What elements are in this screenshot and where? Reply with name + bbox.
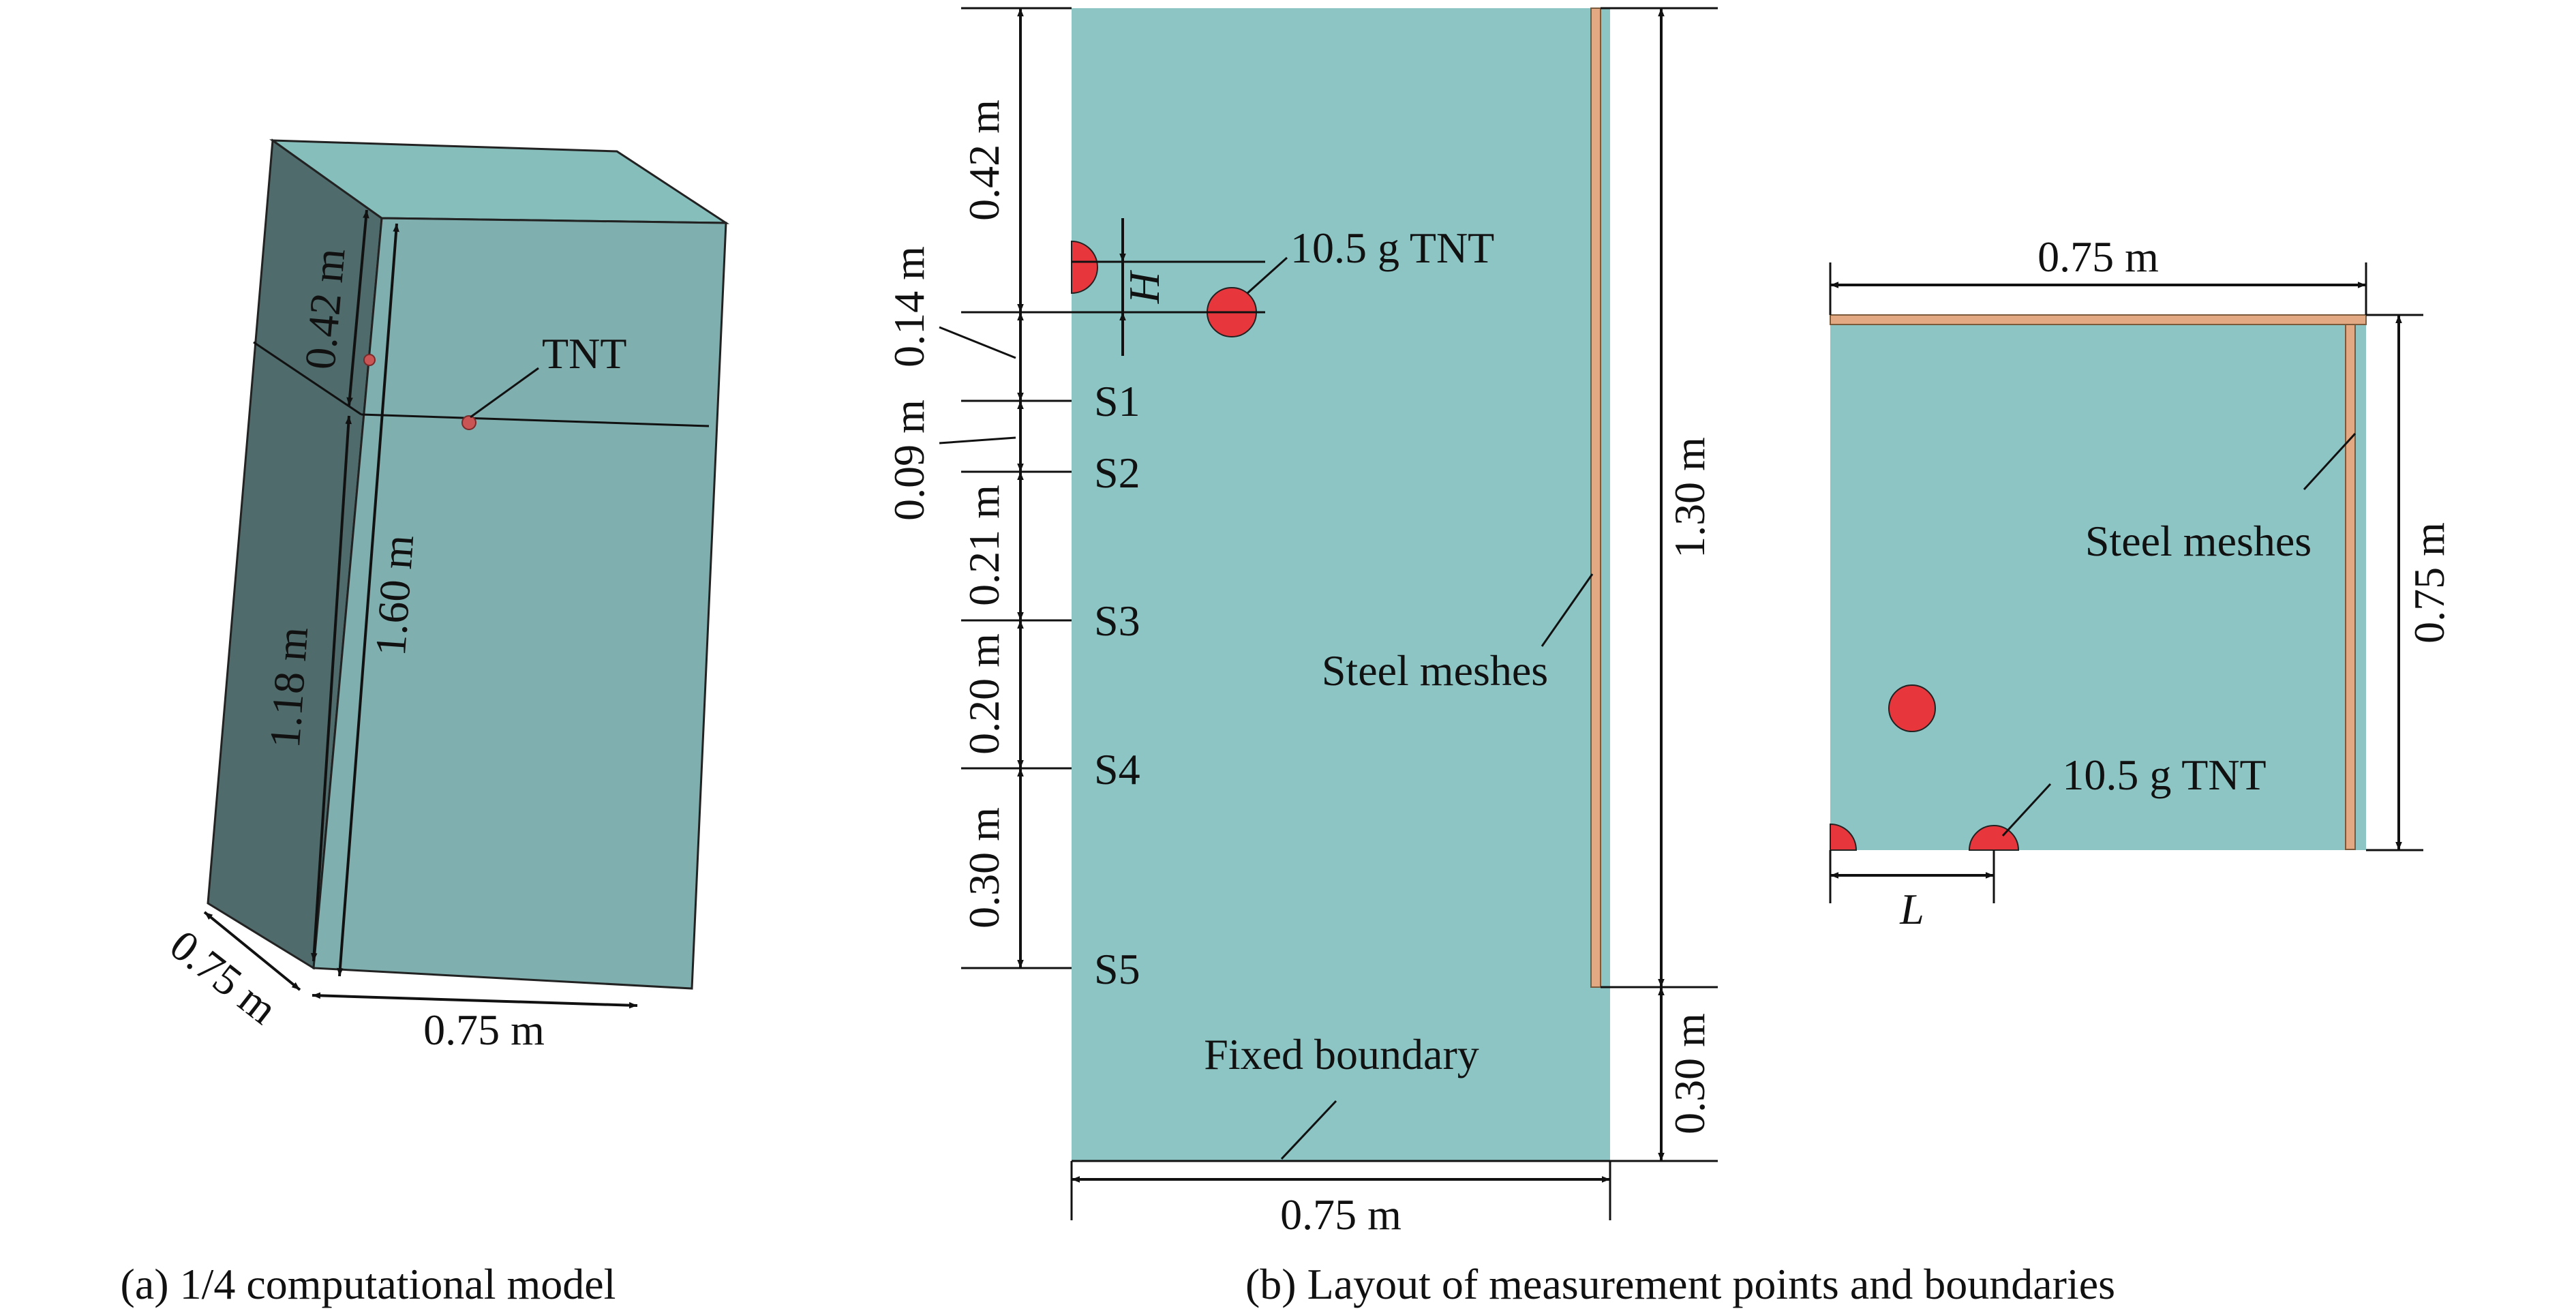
dim-s2-leader [939,436,1016,444]
steel-mesh-top-horizontal [1830,314,2367,325]
tnt-label: TNT [542,329,626,378]
depth-symbol: H [1120,269,1168,304]
steel-mesh-top-vertical [2345,324,2356,850]
point-s5: S5 [1094,945,1140,993]
charge-leader [1246,256,1288,295]
mesh-leader-top [2303,432,2357,491]
point-s3: S3 [1094,597,1140,645]
tnt-charge-marker [363,354,376,366]
point-s1: S1 [1094,377,1140,425]
top-height-label: 0.75 m [2405,522,2453,644]
point-s4: S4 [1094,745,1140,794]
tnt-charge-top [1888,684,1936,732]
tnt-charge-marker [461,415,476,430]
top-width-label: 0.75 m [2037,232,2159,281]
charge-label-top: 10.5 g TNT [2062,751,2266,799]
tnt-leader-line [470,367,539,419]
point-s2: S2 [1094,449,1140,497]
total-height-label: 1.60 m [366,533,423,657]
steel-mesh-front [1590,7,1601,988]
dim-s1-leader [939,326,1016,359]
panel-a: TNT 0.42 m 1.18 m 1.60 m 0.75 m 0.75 m (… [121,138,730,1308]
charge-leader-top [2001,783,2052,837]
dim-s5-label: 0.30 m [960,807,1008,929]
dim-s4-label: 0.20 m [960,633,1008,755]
mesh-label-top: Steel meshes [2085,517,2312,565]
mesh-leader-front [1541,573,1594,647]
front-view-medium [1072,8,1610,1162]
width-label-front: 0.75 m [1280,1190,1401,1239]
dim-s3-label: 0.21 m [960,485,1008,606]
tnt-level-line-front [361,413,710,427]
dim-s1-label: 0.14 m [885,246,933,367]
caption-b: (b) Layout of measurement points and bou… [1245,1260,2115,1308]
dim-top-label: 0.42 m [960,100,1008,221]
mesh-height-label: 1.30 m [1665,437,1714,558]
tnt-charge-wall [1071,240,1098,295]
dim-s2-label: 0.09 m [885,399,933,521]
spacing-symbol: L [1899,885,1924,933]
boundary-leader [1280,1100,1337,1160]
depth-arrow [203,911,301,991]
charge-label: 10.5 g TNT [1290,224,1494,272]
width-label: 0.75 m [423,1006,545,1054]
lower-height-label: 1.18 m [260,625,317,749]
top-view-medium [1830,315,2366,850]
caption-a: (a) 1/4 computational model [121,1260,616,1308]
panel-b-top: 10.5 g TNT Steel meshes L 0.75 m 0.75 m [1829,232,2453,933]
total-height-arrow [337,223,399,977]
bottom-label: 0.30 m [1665,1013,1714,1134]
mesh-label-front: Steel meshes [1322,646,1548,695]
tnt-charge-corner [1830,823,1858,851]
width-arrow [312,992,638,1009]
panel-b-front: H 10.5 g TNT 0.42 m 0.14 m 0.09 m 0.21 m… [885,7,1718,1239]
boundary-label: Fixed boundary [1204,1030,1479,1078]
